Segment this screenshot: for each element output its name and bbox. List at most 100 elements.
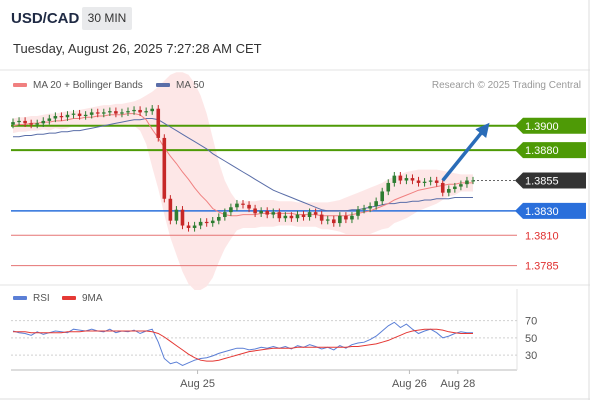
candle-body [440,182,445,193]
legend-ma50-label: MA 50 [176,80,205,91]
time-axis-label: Aug 28 [440,378,475,390]
candle-body [126,111,130,113]
candle-body [71,113,76,115]
rsi-tick-label: 30 [525,350,537,362]
candle-body [192,225,197,228]
rsi-line [12,321,473,366]
candle-body [259,210,263,214]
candle-body [434,180,439,183]
rsi-tick-label: 70 [525,316,537,328]
candle-body [368,206,372,209]
candle-body [29,123,33,125]
candle-body [241,203,245,205]
legend-rsi-label: RSI [33,293,50,304]
candle-body [446,189,451,193]
candle-body [216,217,221,221]
candle-body [301,214,306,218]
candle-body [247,204,251,209]
support-tag-label: 1.3785 [525,261,559,273]
rsi-swatch [13,296,27,301]
bollinger-band-area [13,72,473,290]
candle-body [11,122,15,125]
candle-body [307,212,312,218]
candle-body [23,120,27,124]
legend-ma20: MA 20 + Bollinger Bands [13,80,143,91]
candle-body [114,111,118,114]
candle-body [186,225,191,228]
resistance-tag-bg [515,142,586,159]
candle-body [265,210,270,215]
candle-body [380,191,385,202]
timeframe-badge[interactable]: 30 MIN [82,7,132,30]
candle-body [338,215,342,224]
candle-body [235,203,239,208]
candle-body [83,114,88,117]
pivot-tag-bg [515,202,586,219]
candle-body [65,114,70,118]
rsi-ma-swatch [62,296,76,301]
candle-body [356,209,360,216]
time-axis-label: Aug 26 [392,378,427,390]
legend-rsi-ma-label: 9MA [82,293,103,304]
candle-body [108,111,112,113]
candle-body [168,198,173,221]
last-price-tag-bg [515,172,586,189]
last-price-tag-label: 1.3855 [525,176,559,188]
candle-body [325,219,330,221]
legend-ma20-label: MA 20 + Bollinger Bands [33,80,143,91]
candle-body [174,209,179,221]
candle-body [416,180,421,183]
candle-body [277,212,282,219]
candle-body [59,116,64,118]
candle-body [53,116,58,119]
candle-body [198,221,203,226]
candle-body [459,184,463,187]
research-credit: Research © 2025 Trading Central [431,80,581,91]
candle-body [410,178,415,181]
candle-body [471,180,475,182]
resistance-tag-label: 1.3900 [525,121,559,133]
legend-rsi-ma: 9MA [62,293,103,304]
candle-body [465,180,469,185]
candle-body [283,215,288,219]
ma50-line [13,118,473,212]
candle-body [362,208,366,210]
candle-body [210,220,215,224]
candle-body [101,112,106,114]
candle-body [229,207,233,213]
candle-body [453,186,457,190]
forecast-arrow [441,122,490,182]
candle-body [428,180,433,182]
candle-body [180,209,185,226]
candle-body [392,175,397,183]
candle-body [41,120,46,124]
candle-body [144,111,148,113]
candle-body [150,108,155,112]
support-tag-label: 1.3810 [525,230,559,242]
candle-body [156,108,161,138]
candle-body [95,112,100,114]
ma50-swatch [156,83,170,88]
candle-body [35,123,40,125]
candle-body [223,212,227,218]
candle-body [374,201,378,207]
candle-body [271,212,276,215]
candle-body [344,215,348,220]
rsi-tick-label: 50 [525,333,537,345]
candle-body [204,221,209,224]
symbol-title: USD/CAD [11,10,80,27]
candle-body [313,212,318,215]
resistance-tag-label: 1.3880 [525,145,559,157]
legend-rsi: RSI [13,293,50,304]
resistance-tag-bg [515,117,586,134]
candle-body [132,109,136,112]
candle-body [138,109,142,113]
time-axis-label: Aug 25 [180,378,215,390]
candle-body [404,178,409,181]
candle-body [319,214,324,221]
candle-body [253,208,257,214]
candle-body [17,120,21,123]
candle-body [77,113,82,117]
legend-ma50: MA 50 [156,80,204,91]
